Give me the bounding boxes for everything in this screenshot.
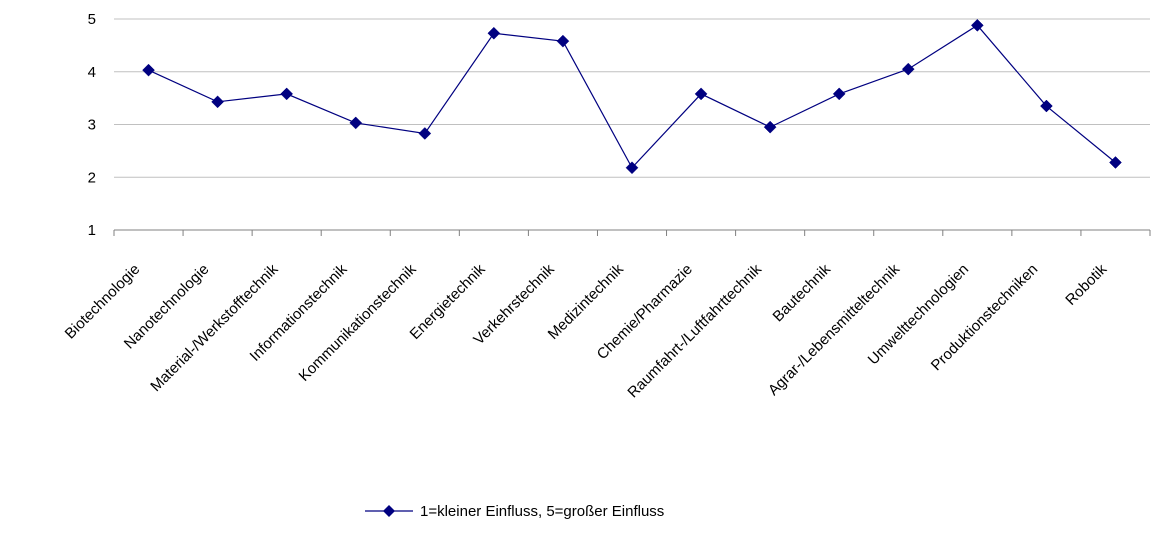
data-point — [142, 63, 155, 77]
data-point — [349, 116, 363, 130]
data-point — [487, 26, 501, 40]
data-point — [280, 87, 294, 101]
data-point — [694, 87, 708, 101]
y-tick-label-1: 1 — [88, 222, 96, 239]
x-tick-label: Kommunikationstechnik — [296, 260, 420, 384]
data-point — [625, 161, 639, 175]
legend-label: 1=kleiner Einfluss, 5=großer Einfluss — [420, 503, 664, 520]
series-line — [148, 24, 1116, 169]
x-tick-label: Material-/Werkstofftechnik — [147, 260, 282, 395]
data-point — [901, 62, 915, 76]
y-tick-label-2: 2 — [88, 169, 96, 186]
data-point — [1040, 99, 1053, 113]
x-tick-labels: BiotechnologieNanotechnologieMaterial-/W… — [62, 260, 1111, 401]
y-tick-label-3: 3 — [88, 117, 96, 134]
axes — [113, 229, 1151, 236]
series-group — [142, 18, 1122, 175]
x-tick-label: Raumfahrt-/Luftfahrttechnik — [624, 260, 765, 401]
gridlines — [114, 18, 1150, 178]
legend-marker — [383, 505, 395, 517]
x-tick-label: Robotik — [1062, 260, 1110, 308]
data-point — [556, 34, 570, 48]
data-point — [418, 127, 432, 140]
data-point — [832, 87, 846, 101]
data-point — [1109, 156, 1122, 169]
data-point — [211, 95, 224, 109]
legend: 1=kleiner Einfluss, 5=großer Einfluss — [365, 503, 664, 520]
y-tick-label-4: 4 — [88, 64, 96, 81]
data-point — [763, 120, 777, 134]
x-tick-label: Bautechnik — [770, 260, 835, 325]
x-tick-label: Agrar-/Lebensmitteltechnik — [765, 260, 904, 399]
y-tick-labels: 1 2 3 4 5 — [88, 11, 96, 239]
data-point — [970, 18, 984, 32]
y-tick-label-5: 5 — [88, 11, 96, 28]
